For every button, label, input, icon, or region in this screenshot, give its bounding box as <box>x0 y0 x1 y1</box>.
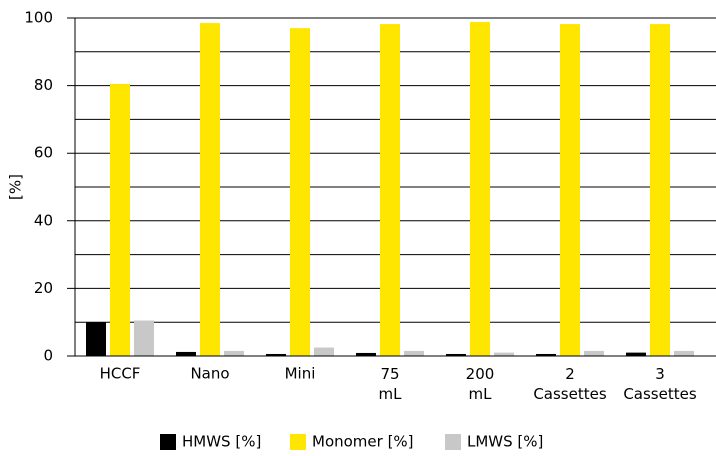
legend-swatch <box>290 434 306 450</box>
y-tick-label: 40 <box>34 211 53 229</box>
bar <box>584 350 604 356</box>
bar <box>380 24 400 357</box>
bar <box>494 352 514 356</box>
x-tick-label: 2 Cassettes <box>533 365 607 403</box>
x-tick-label: Mini <box>285 365 316 383</box>
y-axis-label: [%] <box>7 174 25 200</box>
x-tick-label: 75 mL <box>379 365 403 403</box>
bar <box>134 320 154 356</box>
bar <box>266 353 286 356</box>
x-tick-label: Nano <box>190 365 229 383</box>
legend-label: Monomer [%] <box>312 433 414 451</box>
bar <box>404 350 424 356</box>
legend-label: HMWS [%] <box>182 433 261 451</box>
y-tick-label: 60 <box>34 144 53 162</box>
bar <box>674 350 694 356</box>
legend-swatch <box>445 434 461 450</box>
bar <box>176 351 196 356</box>
y-tick-label: 80 <box>34 76 53 94</box>
x-tick-label: 200 mL <box>466 365 495 403</box>
y-tick-label: 0 <box>43 347 53 365</box>
bar <box>86 322 106 356</box>
bar <box>110 83 130 356</box>
bar <box>536 353 556 356</box>
bar <box>356 352 376 356</box>
bar <box>200 23 220 356</box>
bar <box>314 347 334 356</box>
y-tick-label: 100 <box>24 9 53 27</box>
x-tick-label: 3 Cassettes <box>623 365 697 403</box>
bar <box>446 353 466 356</box>
x-tick-label: HCCF <box>100 365 141 383</box>
legend-swatch <box>160 434 176 450</box>
bar <box>224 350 244 356</box>
bar <box>626 352 646 356</box>
y-tick-label: 20 <box>34 279 53 297</box>
bar <box>560 24 580 357</box>
bar <box>290 28 310 356</box>
legend-label: LMWS [%] <box>467 433 543 451</box>
bar <box>470 22 490 356</box>
bar <box>650 24 670 357</box>
